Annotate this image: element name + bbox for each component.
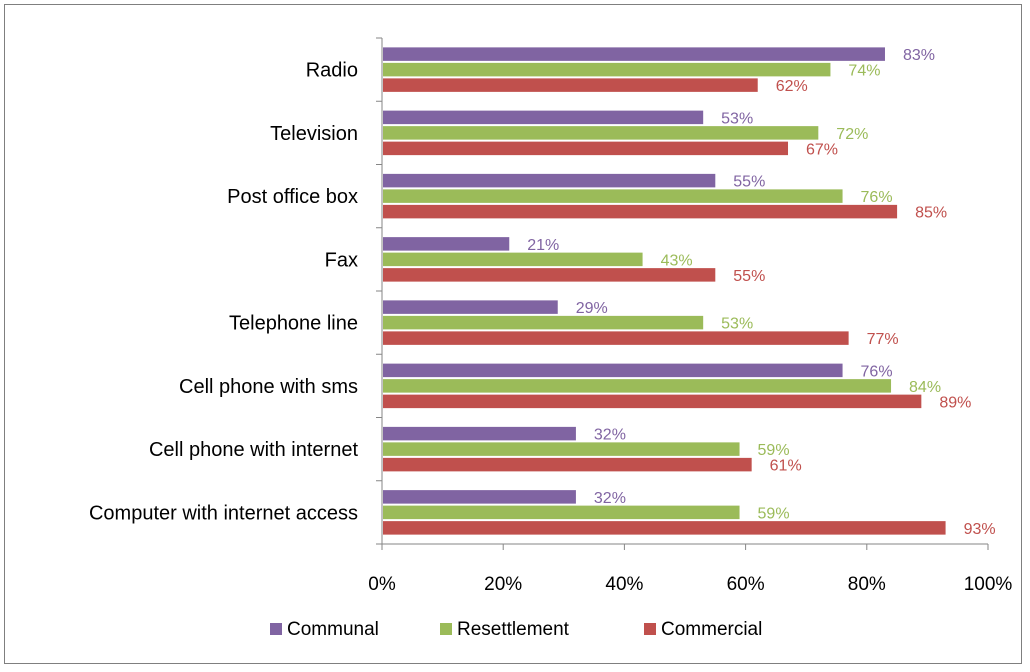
data-label: 53%: [721, 316, 753, 333]
bar: [383, 173, 716, 188]
data-label: 62%: [776, 78, 808, 95]
bar: [383, 490, 576, 504]
bar: [383, 237, 510, 251]
data-label: 83%: [903, 47, 935, 64]
data-label: 93%: [964, 521, 996, 538]
data-label: 55%: [733, 268, 765, 285]
bar: [383, 189, 843, 203]
category-label: Television: [270, 123, 358, 145]
data-label: 74%: [848, 63, 880, 80]
data-label: 76%: [861, 189, 893, 206]
data-label: 85%: [915, 205, 947, 222]
data-label: 72%: [836, 126, 868, 143]
bar: [383, 47, 885, 61]
legend-label: Resettlement: [457, 619, 570, 640]
bar: [383, 426, 576, 441]
legend-swatch: [440, 623, 452, 635]
category-label: Fax: [325, 249, 358, 271]
data-label: 76%: [861, 363, 893, 380]
category-label: Telephone line: [229, 313, 358, 335]
bar: [383, 442, 740, 456]
legend-swatch: [270, 623, 282, 635]
bar: [383, 505, 740, 520]
data-label: 32%: [594, 427, 626, 444]
data-label: 59%: [758, 442, 790, 459]
data-label: 43%: [661, 252, 693, 269]
bar: [383, 268, 716, 282]
axis-layer: 0% 20% 40% 60% 80% 100%: [368, 37, 1013, 595]
bar: [383, 252, 643, 267]
x-tick-label: 20%: [484, 574, 522, 595]
bar: [383, 62, 831, 77]
bar: [383, 315, 704, 330]
x-tick-label: 100%: [964, 574, 1013, 595]
data-label: 55%: [733, 174, 765, 191]
labels-layer: Radio 83% 74% 62% Television 53% 72%67% Post of…: [89, 47, 996, 538]
bar: [383, 521, 946, 535]
data-label: 21%: [527, 237, 559, 254]
data-label: 84%: [909, 379, 941, 396]
bar: [383, 110, 704, 125]
data-label: 77%: [867, 331, 899, 348]
data-label: 61%: [770, 458, 802, 475]
bar: [383, 204, 898, 219]
bar: [383, 78, 758, 92]
bar: [383, 379, 892, 393]
data-label: 32%: [594, 490, 626, 507]
legend-label: Commercial: [661, 619, 762, 640]
data-label: 59%: [758, 505, 790, 522]
bar: [383, 363, 843, 378]
bar: [383, 300, 558, 314]
bar: [383, 457, 752, 472]
category-label: Cell phone with sms: [179, 376, 358, 398]
bar: [383, 331, 849, 345]
bar: [383, 126, 819, 140]
legend-label: Communal: [287, 619, 379, 640]
x-tick-label: 40%: [605, 574, 643, 595]
x-tick-label: 80%: [848, 574, 886, 595]
bars-layer: [383, 47, 946, 535]
legend-swatch: [644, 623, 656, 635]
x-tick-label: 0%: [368, 574, 396, 595]
data-label: 53%: [721, 110, 753, 127]
category-label: Radio: [306, 60, 358, 82]
bar: [383, 394, 922, 409]
data-label: 67%: [806, 141, 838, 158]
x-tick-label: 60%: [727, 574, 765, 595]
data-label: 29%: [576, 300, 608, 317]
category-label: Post office box: [227, 186, 358, 208]
category-label: Computer with internet access: [89, 502, 358, 524]
data-label: 89%: [939, 394, 971, 411]
category-label: Cell phone with internet: [149, 439, 358, 461]
bar: [383, 141, 789, 156]
legend: Communal Resettlement Commercial: [270, 619, 762, 640]
